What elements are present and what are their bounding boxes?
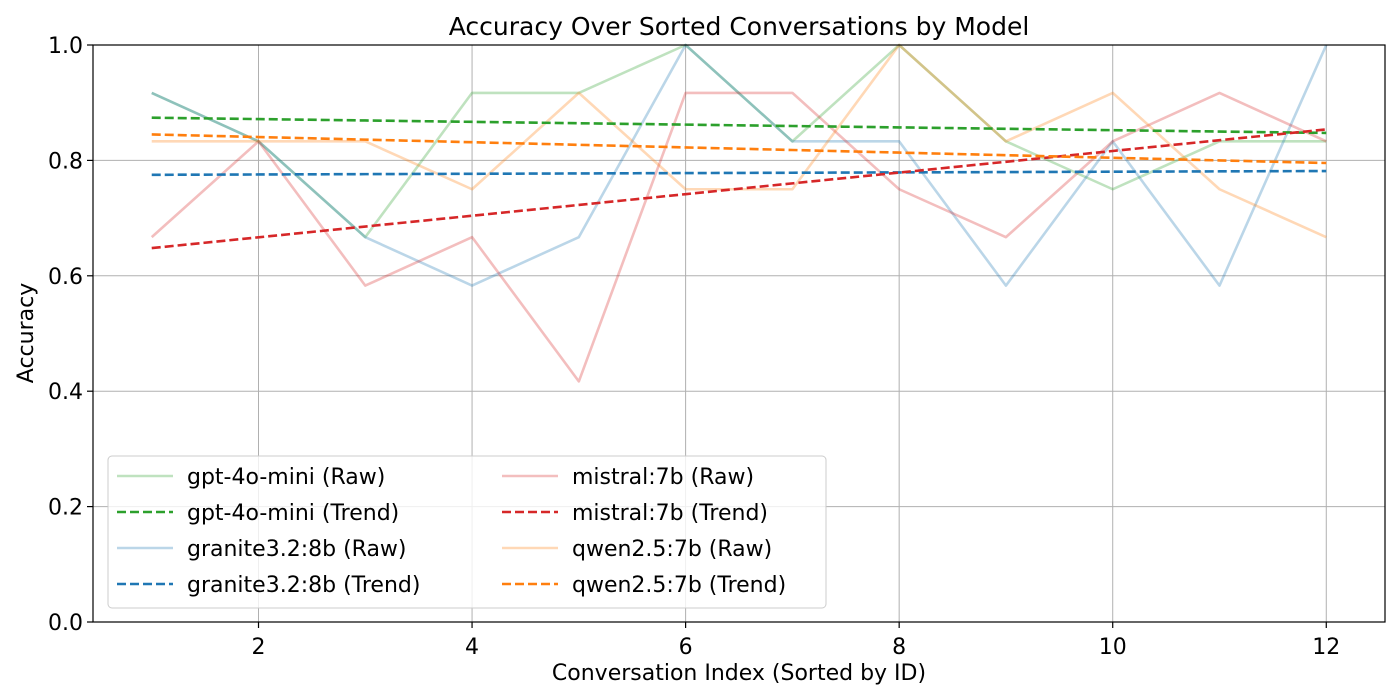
y-tick-label: 0.8 bbox=[48, 149, 83, 174]
legend-label: granite3.2:8b (Trend) bbox=[187, 573, 420, 598]
legend-label: granite3.2:8b (Raw) bbox=[187, 537, 407, 562]
plot-area-frame bbox=[92, 44, 1386, 623]
series-line-qwen2-5-7b-trend bbox=[151, 133, 1327, 165]
y-tick-label: 0.6 bbox=[48, 265, 83, 290]
y-tick-label: 1.0 bbox=[48, 34, 83, 59]
series-line-gpt-4o-mini-trend bbox=[151, 116, 1327, 135]
x-tick-label: 12 bbox=[1312, 635, 1340, 660]
x-tick-label: 4 bbox=[465, 635, 479, 660]
y-axis-title: Accuracy bbox=[14, 283, 39, 383]
legend-label: qwen2.5:7b (Trend) bbox=[572, 573, 786, 598]
chart-title: Accuracy Over Sorted Conversations by Mo… bbox=[449, 12, 1030, 41]
x-tick-label: 6 bbox=[679, 635, 693, 660]
legend-label: qwen2.5:7b (Raw) bbox=[572, 537, 772, 562]
y-axis-ticks: 0.0 0.2 0.4 0.6 0.8 1.0 bbox=[48, 34, 93, 636]
series-line-granite3-2-8b-trend bbox=[151, 169, 1327, 177]
y-tick-label: 0.0 bbox=[48, 611, 83, 636]
x-tick-label: 10 bbox=[1099, 635, 1127, 660]
x-tick-label: 8 bbox=[892, 635, 906, 660]
x-tick-label: 2 bbox=[252, 635, 266, 660]
legend-box bbox=[107, 455, 827, 609]
legend-label: gpt-4o-mini (Raw) bbox=[187, 465, 385, 490]
legend-label: mistral:7b (Trend) bbox=[572, 501, 768, 526]
series-line-mistral-7b-trend bbox=[151, 128, 1327, 250]
y-tick-label: 0.2 bbox=[48, 496, 83, 521]
series-line-mistral-7b-raw bbox=[150, 91, 1327, 383]
legend-label: gpt-4o-mini (Trend) bbox=[187, 501, 399, 526]
legend-label: mistral:7b (Raw) bbox=[572, 465, 754, 490]
x-axis-ticks: 2 4 6 8 10 12 bbox=[252, 622, 1340, 660]
y-tick-label: 0.4 bbox=[48, 380, 83, 405]
series-line-gpt-4o-mini-raw bbox=[151, 43, 1327, 239]
x-axis-title: Conversation Index (Sorted by ID) bbox=[552, 661, 926, 686]
series-line-granite3-2-8b-raw bbox=[151, 43, 1328, 287]
series-lines bbox=[150, 43, 1328, 383]
legend: gpt-4o-mini (Raw) gpt-4o-mini (Trend) gran… bbox=[107, 455, 827, 609]
